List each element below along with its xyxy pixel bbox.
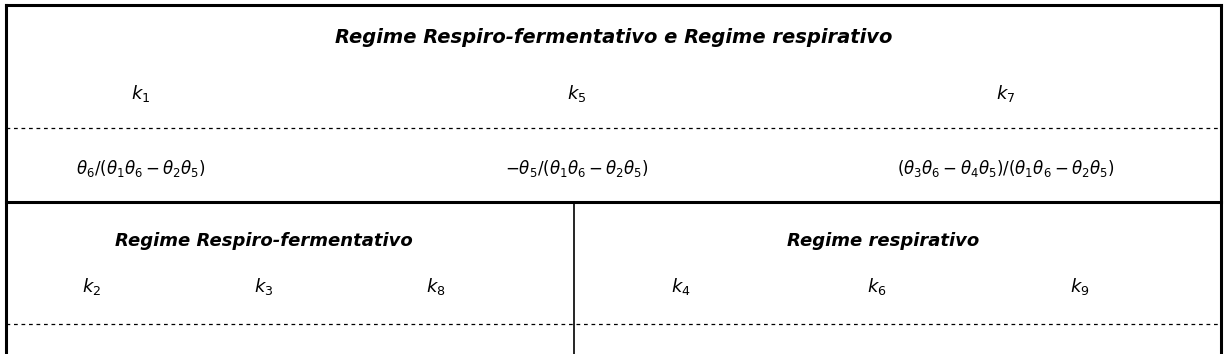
Text: Regime respirativo: Regime respirativo bbox=[788, 232, 979, 250]
Text: $\theta_6/(\theta_1\theta_6 - \theta_2\theta_5)$: $\theta_6/(\theta_1\theta_6 - \theta_2\t… bbox=[76, 158, 206, 179]
Text: $k_{1}$: $k_{1}$ bbox=[131, 83, 151, 104]
Text: $(\theta_3\theta_6 - \theta_4\theta_5)/(\theta_1\theta_6 - \theta_2\theta_5)$: $(\theta_3\theta_6 - \theta_4\theta_5)/(… bbox=[897, 158, 1115, 179]
Text: $-\theta_6/\theta_2$: $-\theta_6/\theta_2$ bbox=[653, 352, 709, 354]
Text: $\theta_4/\theta_2$: $\theta_4/\theta_2$ bbox=[1059, 352, 1101, 354]
Text: Regime Respiro-fermentativo: Regime Respiro-fermentativo bbox=[115, 232, 412, 250]
Text: $-\theta_5/(\theta_1\theta_6 - \theta_2\theta_5)$: $-\theta_5/(\theta_1\theta_6 - \theta_2\… bbox=[504, 158, 649, 179]
Text: $k_{9}$: $k_{9}$ bbox=[1070, 276, 1090, 297]
Text: $1/\theta_2$: $1/\theta_2$ bbox=[860, 352, 894, 354]
Text: Regime Respiro-fermentativo e Regime respirativo: Regime Respiro-fermentativo e Regime res… bbox=[335, 28, 892, 47]
Text: $k_{6}$: $k_{6}$ bbox=[867, 276, 887, 297]
Text: $\theta_3/\theta_1$: $\theta_3/\theta_1$ bbox=[415, 352, 456, 354]
Text: $k_{4}$: $k_{4}$ bbox=[671, 276, 691, 297]
Text: $k_{7}$: $k_{7}$ bbox=[996, 83, 1016, 104]
Text: $k_{8}$: $k_{8}$ bbox=[426, 276, 445, 297]
Text: $\theta_5/\theta_1$: $\theta_5/\theta_1$ bbox=[243, 352, 285, 354]
Text: $1/\theta_1$: $1/\theta_1$ bbox=[75, 352, 109, 354]
Text: $k_{5}$: $k_{5}$ bbox=[567, 83, 587, 104]
Text: $k_{3}$: $k_{3}$ bbox=[254, 276, 274, 297]
Text: $k_{2}$: $k_{2}$ bbox=[82, 276, 102, 297]
